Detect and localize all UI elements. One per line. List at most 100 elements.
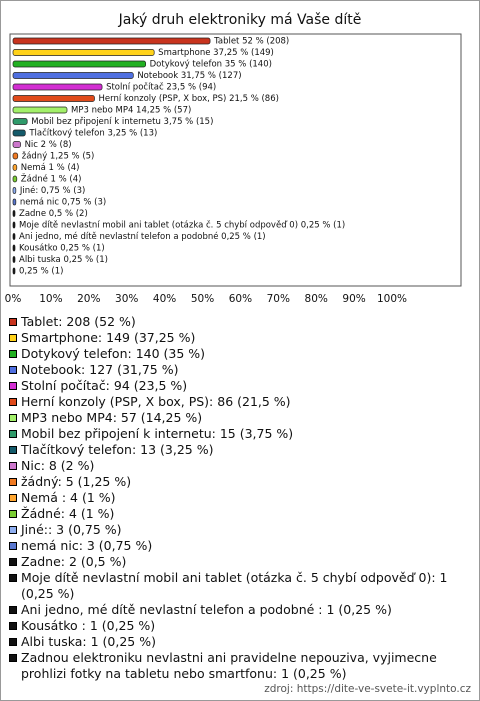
legend-swatch (9, 334, 17, 342)
value-label: Moje dítě nevlastní mobil ani tablet (ot… (19, 220, 345, 231)
legend-item: Žádné: 4 (1 %) (9, 506, 469, 522)
bar (12, 60, 146, 68)
x-tick-label: 10% (39, 293, 62, 305)
legend-item: Jiné:: 3 (0,75 %) (9, 522, 469, 538)
bar (12, 244, 16, 252)
bar (12, 106, 68, 114)
value-label: Mobil bez připojení k internetu 3,75 % (… (31, 117, 213, 127)
legend-label: žádný: 5 (1,25 %) (21, 474, 132, 489)
legend-item: Tlačítkový telefon: 13 (3,25 %) (9, 442, 469, 458)
legend-label: Smartphone: 149 (37,25 %) (21, 330, 196, 345)
legend-label: Dotykový telefon: 140 (35 %) (21, 346, 206, 361)
legend-label: Nic: 8 (2 %) (21, 458, 95, 473)
legend-label: Ani jedno, mé dítě nevlastní telefon a p… (21, 602, 392, 617)
chart: Jaký druh elektroniky má Vaše dítě 0% 10%… (5, 12, 462, 305)
value-label: MP3 nebo MP4 14,25 % (57) (71, 106, 191, 116)
value-label: Dotykový telefon 35 % (140) (150, 60, 272, 70)
legend-item: Nic: 8 (2 %) (9, 458, 469, 474)
legend-label: Stolní počítač: 94 (23,5 %) (21, 378, 188, 393)
legend-item: Kousátko : 1 (0,25 %) (9, 618, 469, 634)
x-tick-label: 20% (77, 293, 100, 305)
bar (12, 95, 95, 102)
bar (12, 164, 18, 171)
x-tick-label: 80% (305, 293, 328, 305)
value-label: Nic 2 % (8) (25, 140, 72, 150)
x-tick-label: 40% (153, 293, 176, 305)
legend: Tablet: 208 (52 %) Smartphone: 149 (37,25… (9, 314, 469, 682)
legend-swatch (9, 542, 17, 550)
legend-label: Tablet: 208 (52 %) (21, 314, 136, 329)
x-tick-label: 70% (267, 293, 290, 305)
legend-item: MP3 nebo MP4: 57 (14,25 %) (9, 410, 469, 426)
bar (12, 233, 16, 240)
legend-label: Notebook: 127 (31,75 %) (21, 362, 179, 377)
chart-title: Jaký druh elektroniky má Vaše dítě (118, 12, 362, 28)
value-label: Tlačítkový telefon 3,25 % (13) (28, 128, 157, 139)
x-tick-label: 50% (191, 293, 214, 305)
legend-item: nemá nic: 3 (0,75 %) (9, 538, 469, 554)
legend-swatch (9, 414, 17, 422)
legend-label: Herní konzoly (PSP, X box, PS): 86 (21,5… (21, 394, 291, 409)
legend-swatch (9, 526, 17, 534)
legend-item: Moje dítě nevlastní mobil ani tablet (ot… (9, 570, 469, 602)
bar (12, 187, 17, 194)
bar (12, 267, 16, 275)
legend-swatch (9, 350, 17, 358)
x-tick-label: 90% (342, 293, 365, 305)
value-label: žádný 1,25 % (5) (22, 152, 95, 162)
value-label: 0,25 % (1) (19, 267, 63, 277)
value-label: Nemá 1 % (4) (21, 163, 80, 173)
bar (12, 152, 19, 160)
legend-item: Mobil bez připojení k internetu: 15 (3,7… (9, 426, 469, 442)
bar (12, 175, 18, 183)
value-label: Herní konzoly (PSP, X box, PS) 21,5 % (8… (98, 94, 278, 104)
bar (12, 129, 26, 137)
bar (12, 72, 134, 79)
legend-item: Zadne: 2 (0,5 %) (9, 554, 469, 570)
legend-swatch (9, 622, 17, 630)
legend-label: Moje dítě nevlastní mobil ani tablet (ot… (21, 570, 448, 601)
legend-swatch (9, 446, 17, 454)
legend-item: Zadnou elektroniku nevlastni ani pravide… (9, 650, 469, 682)
legend-item: Smartphone: 149 (37,25 %) (9, 330, 469, 346)
legend-swatch (9, 638, 17, 646)
legend-swatch (9, 366, 17, 374)
legend-swatch (9, 462, 17, 470)
bar (12, 141, 21, 148)
value-label: Notebook 31,75 % (127) (137, 71, 241, 81)
value-label: Zadne 0,5 % (2) (19, 209, 88, 219)
x-tick-label: 60% (229, 293, 252, 305)
legend-item: Nemá : 4 (1 %) (9, 490, 469, 506)
legend-swatch (9, 318, 17, 326)
legend-label: Tlačítkový telefon: 13 (3,25 %) (21, 442, 214, 457)
legend-item: Dotykový telefon: 140 (35 %) (9, 346, 469, 362)
bar (12, 83, 103, 91)
bar (12, 37, 211, 45)
legend-swatch (9, 558, 17, 566)
legend-swatch (9, 574, 17, 582)
legend-item: žádný: 5 (1,25 %) (9, 474, 469, 490)
legend-label: nemá nic: 3 (0,75 %) (21, 538, 153, 553)
value-label: Albi tuska 0,25 % (1) (19, 255, 108, 265)
legend-swatch (9, 606, 17, 614)
legend-item: Stolní počítač: 94 (23,5 %) (9, 378, 469, 394)
legend-swatch (9, 510, 17, 518)
legend-label: MP3 nebo MP4: 57 (14,25 %) (21, 410, 203, 425)
legend-label: Jiné:: 3 (0,75 %) (21, 522, 122, 537)
x-tick-label: 0% (5, 293, 22, 305)
legend-item: Ani jedno, mé dítě nevlastní telefon a p… (9, 602, 469, 618)
bar (12, 198, 17, 206)
value-label: Žádné 1 % (4) (21, 173, 82, 185)
value-label: Kousátko 0,25 % (1) (19, 244, 105, 254)
value-label: Tablet 52 % (208) (213, 37, 289, 47)
legend-label: Zadnou elektroniku nevlastni ani pravide… (21, 650, 437, 681)
value-label: nemá nic 0,75 % (3) (20, 198, 106, 208)
bar (12, 118, 28, 125)
legend-label: Kousátko : 1 (0,25 %) (21, 618, 156, 633)
value-label: Smartphone 37,25 % (149) (158, 48, 274, 58)
legend-item: Tablet: 208 (52 %) (9, 314, 469, 330)
legend-label: Žádné: 4 (1 %) (21, 506, 115, 521)
value-label: Stolní počítač 23,5 % (94) (106, 82, 216, 93)
legend-item: Notebook: 127 (31,75 %) (9, 362, 469, 378)
